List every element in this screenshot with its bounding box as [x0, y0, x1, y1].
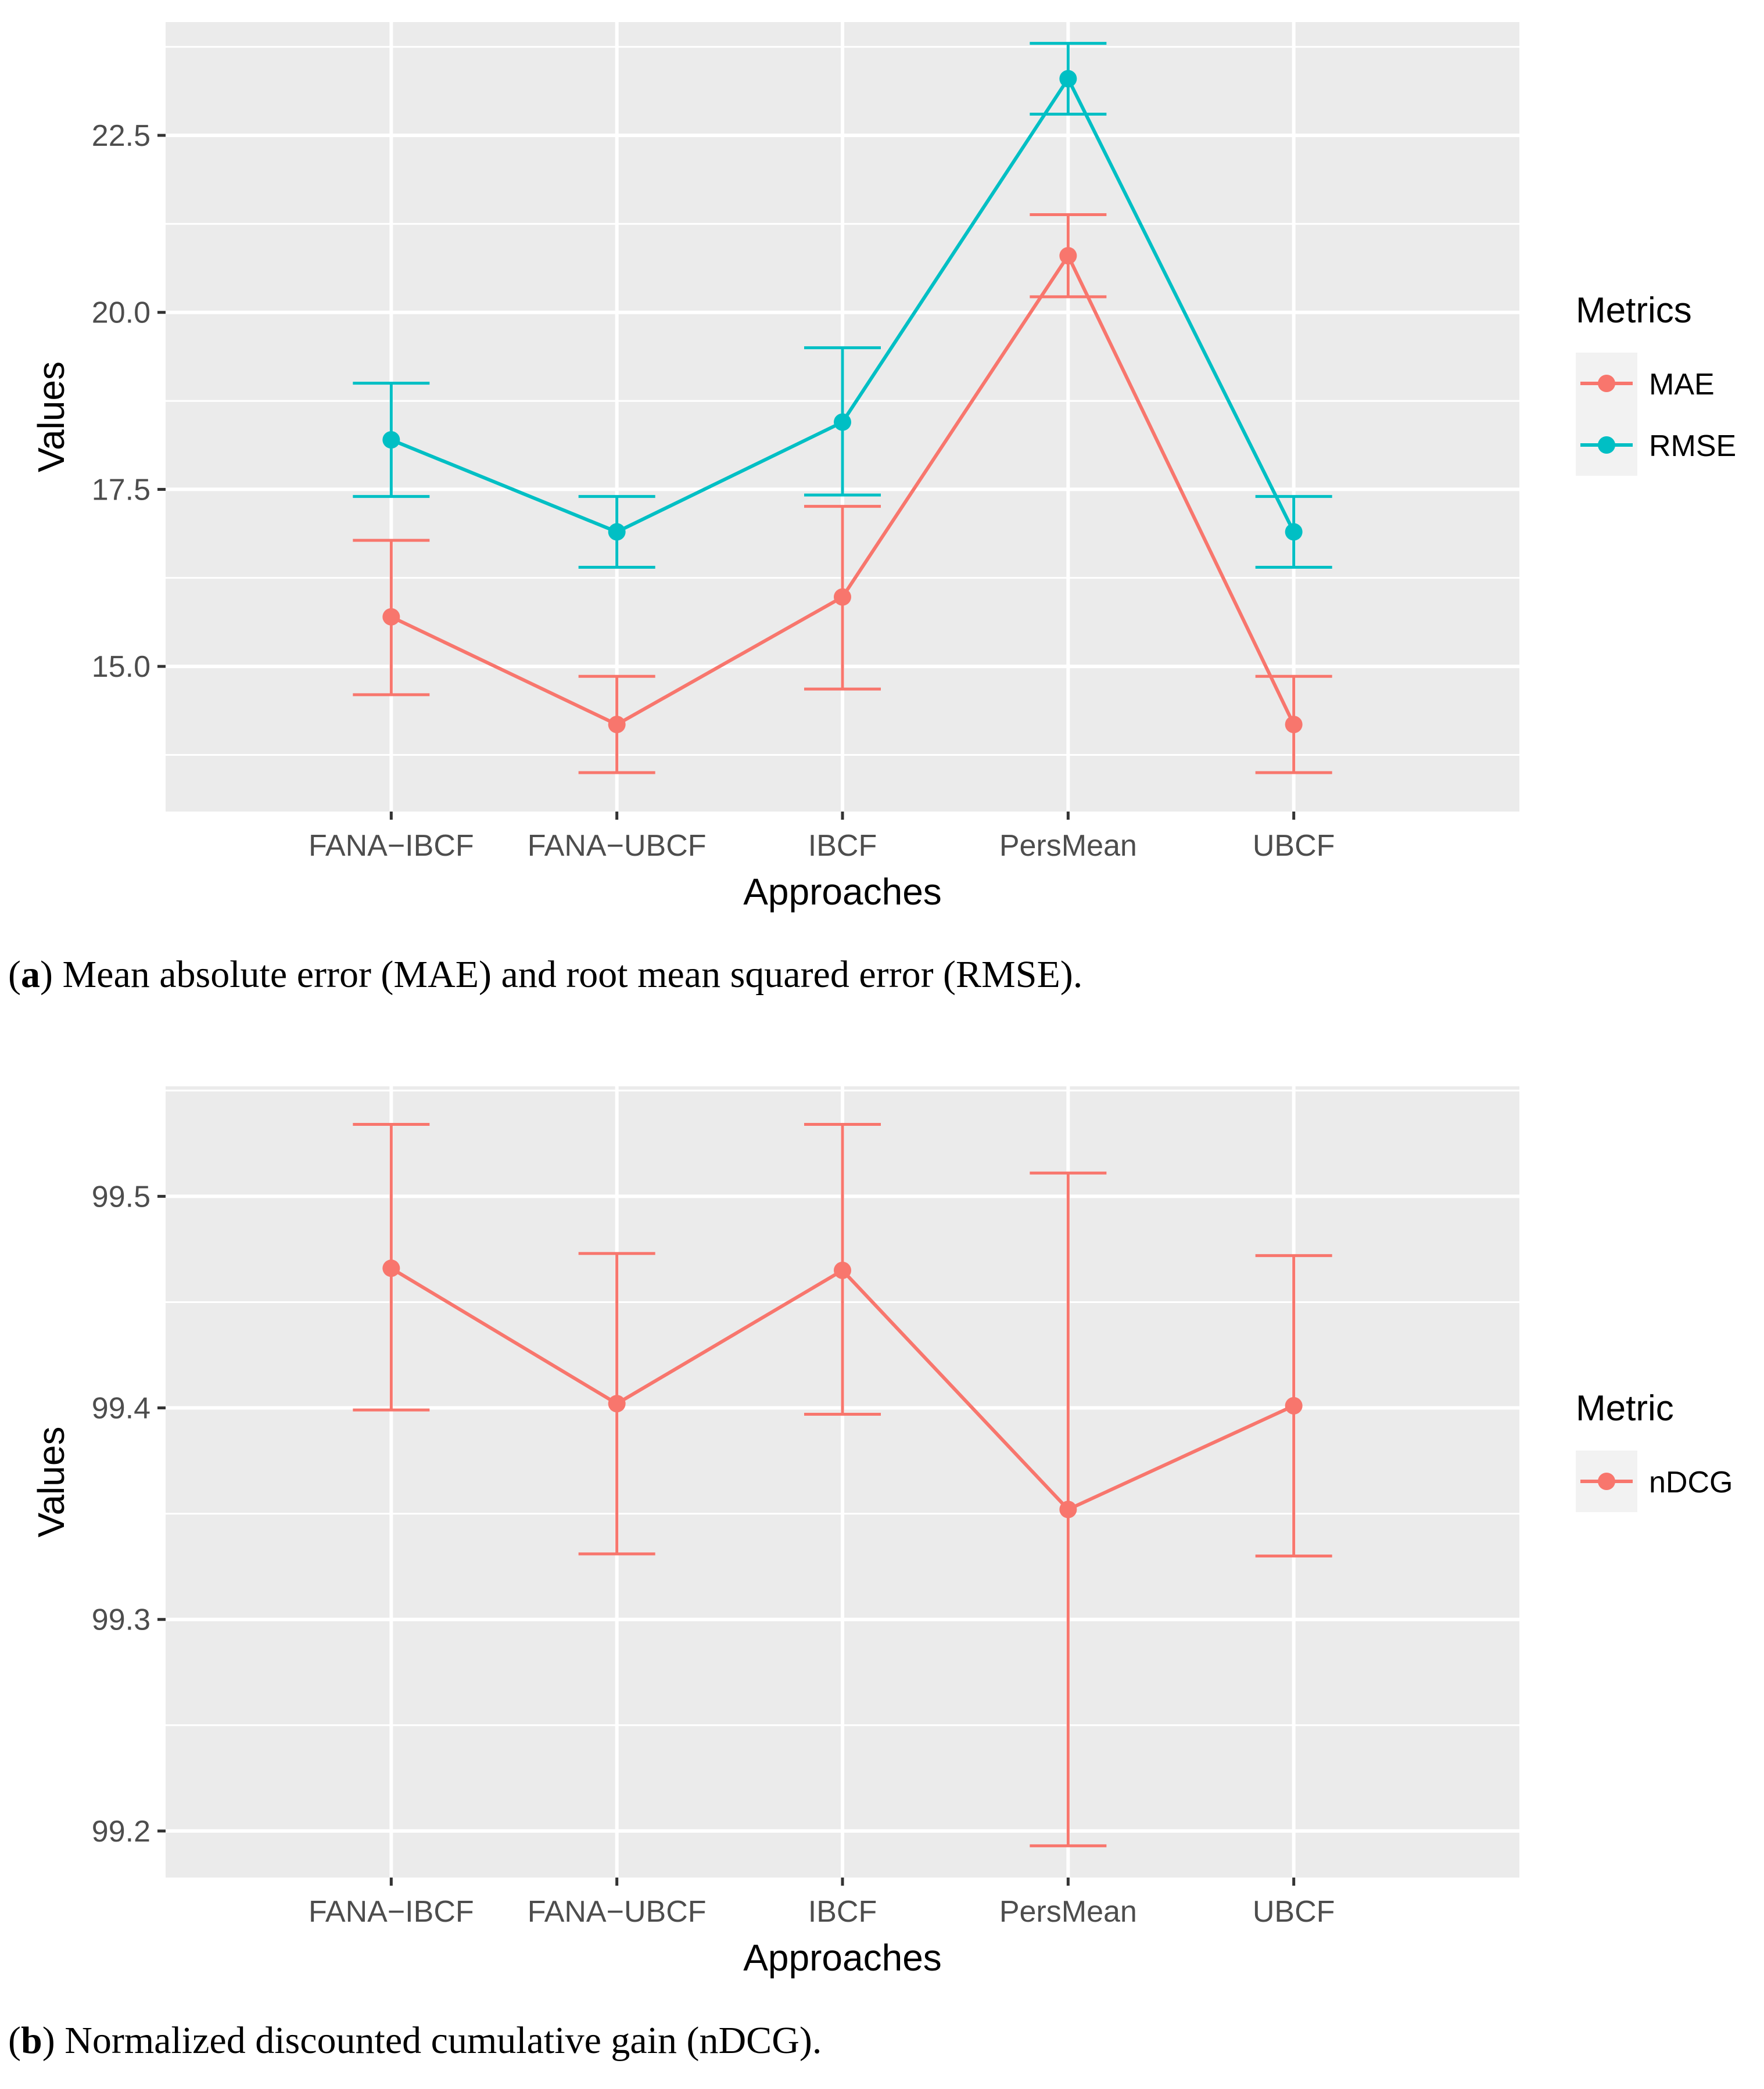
x-tick-label: UBCF: [1253, 1895, 1335, 1929]
x-tick-label: IBCF: [808, 1895, 877, 1929]
x-tick-label: FANA−UBCF: [528, 1895, 707, 1929]
data-point: [382, 431, 400, 449]
data-point: [1285, 716, 1303, 734]
y-axis-title: Values: [30, 361, 72, 472]
series-mae: [353, 213, 1332, 774]
x-tick-label: FANA−IBCF: [309, 1895, 474, 1929]
y-tick-label: 99.5: [92, 1180, 150, 1214]
caption-a-text: Mean absolute error (MAE) and root mean …: [62, 953, 1083, 996]
caption-b-text: Normalized discounted cumulative gain (n…: [64, 2019, 822, 2062]
data-point: [1285, 523, 1303, 541]
y-tick-label: 99.2: [92, 1815, 150, 1848]
legend-title: Metrics: [1576, 290, 1692, 331]
x-tick-label: FANA−UBCF: [528, 829, 707, 863]
series-ndcg: [353, 1123, 1332, 1847]
legend-key-point: [1598, 436, 1615, 454]
legend-label: RMSE: [1649, 429, 1736, 463]
caption-a: (a) Mean absolute error (MAE) and root m…: [8, 953, 1083, 996]
y-axis-title: Values: [30, 1427, 72, 1538]
data-point: [834, 588, 851, 606]
y-tick-label: 22.5: [92, 119, 150, 153]
data-point: [1059, 247, 1077, 265]
y-tick-label: 15.0: [92, 650, 150, 684]
chart-panel-b: 99.2 99.3 99.4 99.5 FANA−IBCF FANA−UBCF IBCF Pe…: [30, 1086, 1733, 1979]
caption-b-letter: b: [20, 2019, 42, 2062]
legend-key-point: [1598, 375, 1615, 392]
x-tick-label: IBCF: [808, 829, 877, 863]
x-tick-label: UBCF: [1253, 829, 1335, 863]
data-point: [608, 1395, 626, 1413]
x-axis-title: Approaches: [743, 871, 942, 913]
series-rmse: [353, 42, 1332, 569]
x-axis-title: Approaches: [743, 1937, 942, 1979]
data-point: [608, 716, 626, 734]
data-point: [382, 608, 400, 626]
data-point: [834, 413, 851, 431]
caption-a-letter: a: [20, 953, 40, 996]
y-tick-label: 99.4: [92, 1392, 150, 1426]
x-tick-label: FANA−IBCF: [309, 829, 474, 863]
legend-label: nDCG: [1649, 1466, 1733, 1499]
data-point: [1285, 1397, 1303, 1415]
data-point: [1059, 70, 1077, 88]
y-tick-label: 17.5: [92, 473, 150, 507]
legend-title: Metric: [1576, 1388, 1674, 1428]
x-tick-label: PersMean: [999, 1895, 1137, 1929]
y-tick-label: 20.0: [92, 296, 150, 330]
chart-panel-a: 15.0 17.5 20.0 22.5 FANA−IBCF FANA−UBCF IBCF Pe…: [30, 22, 1736, 913]
legend-label: MAE: [1649, 368, 1715, 401]
caption-b: (b) Normalized discounted cumulative gai…: [8, 2019, 822, 2062]
data-point: [1059, 1501, 1077, 1519]
x-tick-label: PersMean: [999, 829, 1137, 863]
y-tick-label: 99.3: [92, 1603, 150, 1637]
data-point: [608, 523, 626, 541]
data-point: [834, 1261, 851, 1279]
legend-key-point: [1598, 1473, 1615, 1490]
data-point: [382, 1259, 400, 1277]
